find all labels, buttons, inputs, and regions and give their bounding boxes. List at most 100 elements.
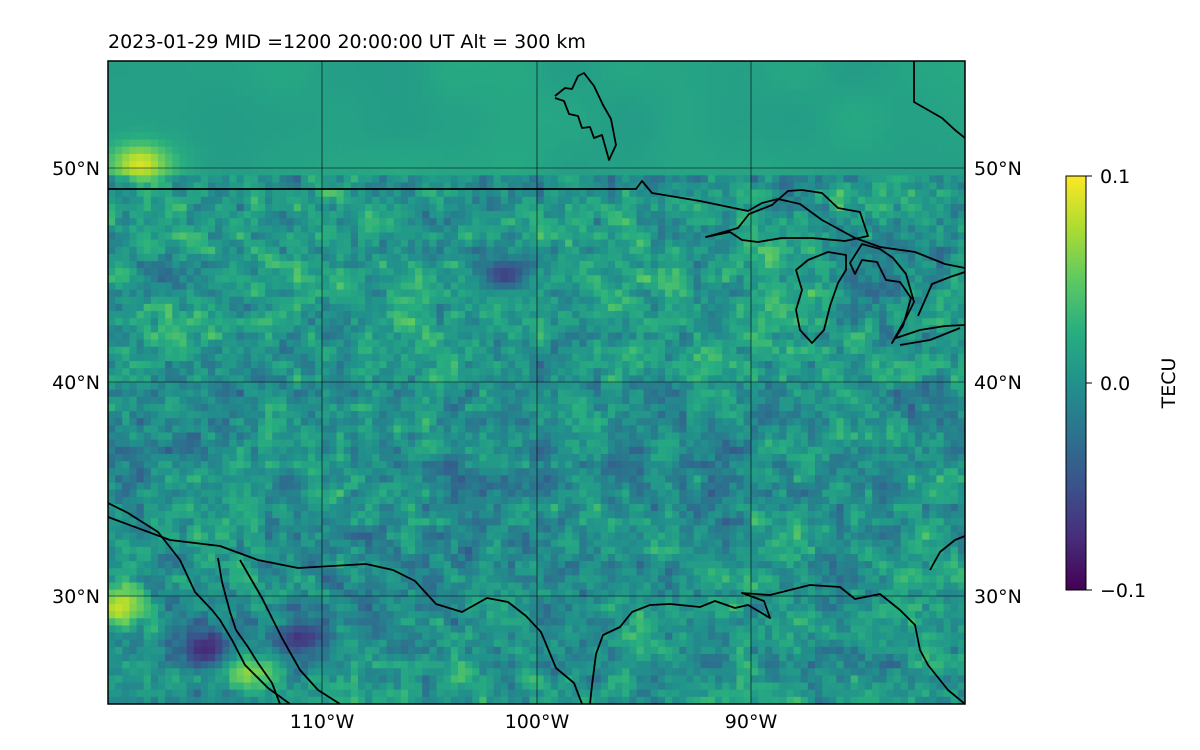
heatmap-cell xyxy=(465,311,473,319)
heatmap-cell xyxy=(922,232,930,240)
heatmap-cell xyxy=(244,325,252,333)
heatmap-cell xyxy=(301,168,309,176)
heatmap-cell xyxy=(444,190,452,198)
heatmap-cell xyxy=(329,90,337,98)
heatmap-cell xyxy=(515,275,523,283)
heatmap-cell xyxy=(137,240,145,248)
heatmap-cell xyxy=(922,268,930,276)
heatmap-cell xyxy=(515,111,523,119)
heatmap-cell xyxy=(187,140,195,148)
heatmap-cell xyxy=(122,211,130,219)
heatmap-cell xyxy=(279,340,287,348)
heatmap-cell xyxy=(494,347,502,355)
heatmap-cell xyxy=(672,97,680,105)
heatmap-cell xyxy=(444,90,452,98)
heatmap-cell xyxy=(622,97,630,105)
heatmap-cell xyxy=(615,275,623,283)
heatmap-cell xyxy=(451,311,459,319)
heatmap-cell xyxy=(358,218,366,226)
heatmap-cell xyxy=(765,218,773,226)
heatmap-cell xyxy=(894,68,902,76)
heatmap-cell xyxy=(579,325,587,333)
heatmap-cell xyxy=(115,104,123,112)
heatmap-cell xyxy=(651,82,659,90)
heatmap-cell xyxy=(265,340,273,348)
heatmap-cell xyxy=(379,311,387,319)
heatmap-cell xyxy=(722,82,730,90)
heatmap-cell xyxy=(794,232,802,240)
heatmap-cell xyxy=(515,68,523,76)
heatmap-cell xyxy=(879,175,887,183)
heatmap-cell xyxy=(615,125,623,133)
heatmap-cell xyxy=(258,268,266,276)
heatmap-cell xyxy=(201,311,209,319)
heatmap-cell xyxy=(515,82,523,90)
heatmap-cell xyxy=(237,61,245,69)
heatmap-cell xyxy=(479,325,487,333)
heatmap-cell xyxy=(644,211,652,219)
heatmap-cell xyxy=(229,318,237,326)
heatmap-cell xyxy=(229,340,237,348)
heatmap-cell xyxy=(394,297,402,305)
heatmap-cell xyxy=(394,61,402,69)
heatmap-cell xyxy=(215,147,223,155)
heatmap-cell xyxy=(358,168,366,176)
heatmap-cell xyxy=(115,332,123,340)
heatmap-cell xyxy=(636,261,644,269)
heatmap-cell xyxy=(394,140,402,148)
heatmap-cell xyxy=(522,168,530,176)
heatmap-cell xyxy=(401,290,409,298)
heatmap-cell xyxy=(708,282,716,290)
heatmap-cell xyxy=(122,282,130,290)
heatmap-cell xyxy=(529,168,537,176)
heatmap-cell xyxy=(458,147,466,155)
heatmap-cell xyxy=(351,304,359,312)
heatmap-cell xyxy=(322,218,330,226)
heatmap-cell xyxy=(858,268,866,276)
heatmap-cell xyxy=(629,261,637,269)
heatmap-cell xyxy=(936,68,944,76)
heatmap-cell xyxy=(665,340,673,348)
heatmap-cell xyxy=(929,197,937,205)
heatmap-cell xyxy=(122,354,130,362)
heatmap-cell xyxy=(201,340,209,348)
heatmap-cell xyxy=(615,240,623,248)
heatmap-cell xyxy=(751,111,759,119)
heatmap-cell xyxy=(786,125,794,133)
heatmap-cell xyxy=(301,118,309,126)
heatmap-cell xyxy=(815,125,823,133)
heatmap-cell xyxy=(294,332,302,340)
heatmap-cell xyxy=(808,182,816,190)
heatmap-cell xyxy=(844,247,852,255)
heatmap-cell xyxy=(265,61,273,69)
heatmap-cell xyxy=(736,61,744,69)
heatmap-cell xyxy=(686,304,694,312)
heatmap-cell xyxy=(322,261,330,269)
heatmap-cell xyxy=(494,211,502,219)
heatmap-cell xyxy=(515,297,523,305)
heatmap-cell xyxy=(372,140,380,148)
heatmap-cell xyxy=(351,82,359,90)
heatmap-cell xyxy=(201,290,209,298)
heatmap-cell xyxy=(665,75,673,83)
heatmap-cell xyxy=(679,97,687,105)
heatmap-cell xyxy=(879,340,887,348)
heatmap-cell xyxy=(451,354,459,362)
heatmap-cell xyxy=(872,175,880,183)
heatmap-cell xyxy=(144,268,152,276)
heatmap-cell xyxy=(508,225,516,233)
heatmap-cell xyxy=(144,225,152,233)
heatmap-cell xyxy=(586,318,594,326)
heatmap-cell xyxy=(579,190,587,198)
heatmap-cell xyxy=(694,347,702,355)
heatmap-cell xyxy=(365,347,373,355)
heatmap-cell xyxy=(686,247,694,255)
heatmap-cell xyxy=(558,290,566,298)
heatmap-cell xyxy=(329,232,337,240)
heatmap-cell xyxy=(251,275,259,283)
heatmap-cell xyxy=(915,182,923,190)
heatmap-cell xyxy=(529,297,537,305)
heatmap-cell xyxy=(922,118,930,126)
heatmap-cell xyxy=(586,111,594,119)
heatmap-cell xyxy=(665,104,673,112)
